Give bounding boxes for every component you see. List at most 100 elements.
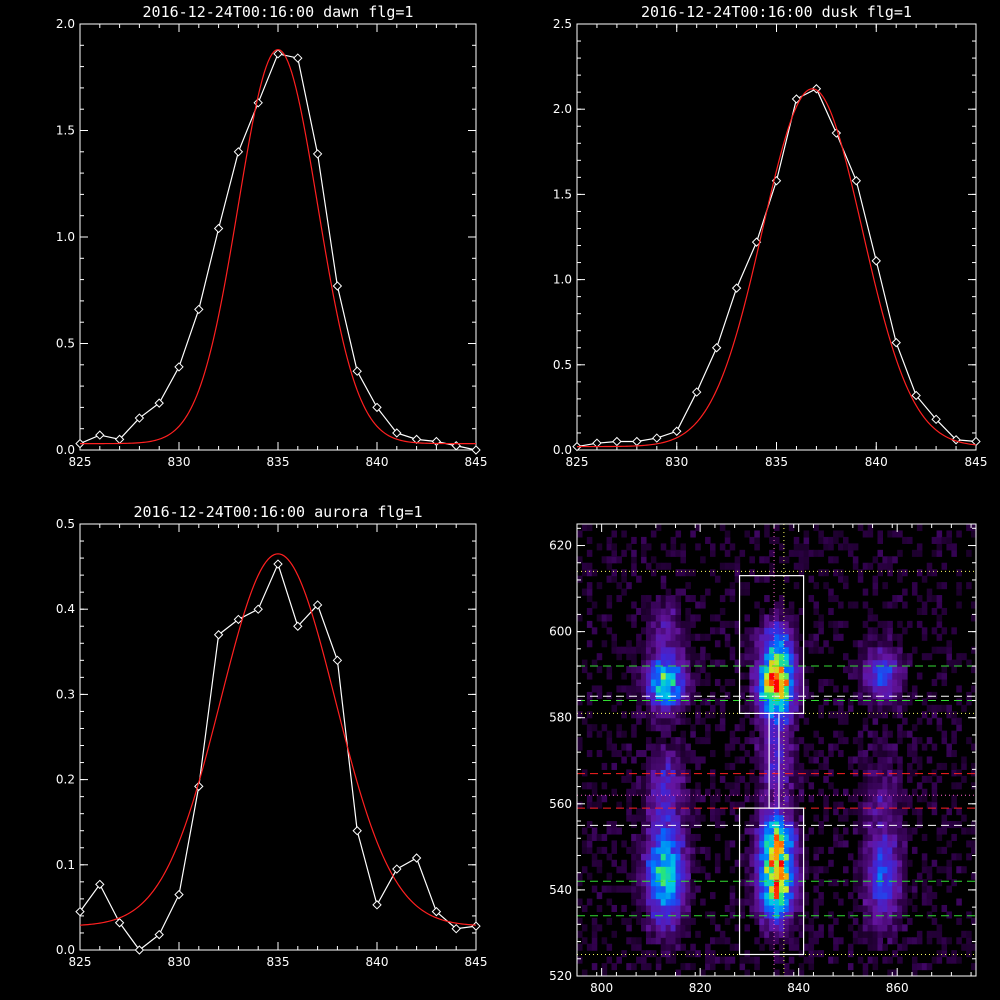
heatmap-cell bbox=[902, 698, 908, 706]
heatmap-cell bbox=[636, 678, 642, 687]
heatmap-cell bbox=[690, 963, 696, 971]
heatmap-cell bbox=[744, 646, 751, 654]
heatmap-cell bbox=[690, 879, 696, 887]
heatmap-cell bbox=[774, 724, 780, 732]
heatmap-cell bbox=[616, 698, 622, 706]
heatmap-cell bbox=[828, 556, 834, 564]
heatmap-cell bbox=[764, 801, 770, 809]
heatmap-cell bbox=[705, 846, 711, 854]
heatmap-cell bbox=[754, 543, 760, 551]
heatmap-cell bbox=[660, 646, 667, 654]
heatmap-cell bbox=[872, 956, 879, 964]
heatmap-cell bbox=[818, 704, 824, 712]
heatmap-cell bbox=[754, 633, 760, 641]
heatmap-cell bbox=[778, 859, 785, 867]
heatmap-cell bbox=[690, 595, 696, 603]
heatmap-cell bbox=[971, 530, 977, 538]
heatmap-cell bbox=[621, 885, 627, 893]
heatmap-cell bbox=[897, 943, 903, 951]
heatmap-cell bbox=[956, 769, 962, 777]
heatmap-cell bbox=[739, 775, 746, 783]
heatmap-cell bbox=[778, 853, 785, 861]
heatmap-cell bbox=[808, 950, 815, 958]
heatmap-cell bbox=[867, 627, 874, 635]
heatmap-cell bbox=[902, 588, 908, 596]
heatmap-cell bbox=[838, 814, 844, 822]
y-tick-label: 2.0 bbox=[56, 17, 75, 31]
heatmap-cell bbox=[887, 924, 893, 932]
heatmap-cell bbox=[867, 672, 874, 680]
heatmap-cell bbox=[621, 685, 627, 693]
heatmap-cell bbox=[774, 659, 780, 667]
heatmap-cell bbox=[695, 737, 701, 745]
heatmap-cell bbox=[862, 562, 869, 570]
heatmap-cell bbox=[714, 788, 721, 796]
heatmap-cell bbox=[611, 859, 618, 867]
heatmap-cell bbox=[601, 614, 608, 622]
heatmap-cell bbox=[867, 756, 874, 764]
heatmap-cell bbox=[611, 556, 618, 564]
heatmap-cell bbox=[705, 653, 711, 661]
heatmap-cell bbox=[665, 833, 672, 841]
heatmap-cell bbox=[966, 659, 972, 667]
heatmap-cell bbox=[660, 575, 667, 583]
heatmap-cell bbox=[793, 653, 800, 661]
heatmap-cell bbox=[655, 917, 662, 925]
heatmap-cell bbox=[823, 640, 829, 648]
heatmap-cell bbox=[670, 911, 677, 919]
heatmap-cell bbox=[641, 866, 647, 874]
heatmap-cell bbox=[641, 840, 647, 848]
heatmap-cell bbox=[769, 795, 775, 803]
heatmap-cell bbox=[690, 691, 696, 699]
heatmap-cell bbox=[695, 950, 701, 958]
heatmap-cell bbox=[764, 885, 770, 893]
heatmap-cell bbox=[778, 833, 785, 841]
heatmap-cell bbox=[857, 762, 864, 770]
heatmap-cell bbox=[660, 659, 667, 667]
heatmap-cell bbox=[971, 821, 977, 829]
heatmap-cell bbox=[867, 524, 874, 532]
heatmap-cell bbox=[818, 846, 824, 854]
heatmap-cell bbox=[931, 930, 938, 938]
heatmap-cell bbox=[636, 646, 642, 654]
heatmap-cell bbox=[971, 743, 977, 751]
heatmap-cell bbox=[665, 756, 672, 764]
heatmap-cell bbox=[892, 769, 898, 777]
heatmap-cell bbox=[892, 595, 898, 603]
heatmap-cell bbox=[670, 672, 677, 680]
heatmap-cell bbox=[670, 711, 677, 719]
heatmap-cell bbox=[685, 717, 691, 725]
heatmap-cell bbox=[754, 782, 760, 790]
heatmap-cell bbox=[734, 627, 741, 635]
y-tick-label: 0.0 bbox=[56, 943, 75, 957]
heatmap-cell bbox=[941, 737, 948, 745]
heatmap-cell bbox=[650, 743, 657, 751]
heatmap-cell bbox=[660, 866, 667, 874]
heatmap-cell bbox=[872, 821, 879, 829]
heatmap-cell bbox=[749, 717, 755, 725]
heatmap-cell bbox=[645, 911, 652, 919]
heatmap-cell bbox=[645, 801, 652, 809]
heatmap-cell bbox=[882, 814, 888, 822]
heatmap-cell bbox=[956, 866, 962, 874]
heatmap-cell bbox=[739, 963, 746, 971]
heatmap-cell bbox=[867, 924, 874, 932]
heatmap-cell bbox=[793, 543, 800, 551]
heatmap-cell bbox=[793, 627, 800, 635]
heatmap-cell bbox=[788, 711, 795, 719]
heatmap-cell bbox=[828, 846, 834, 854]
heatmap-cell bbox=[606, 666, 613, 674]
heatmap-cell bbox=[774, 808, 780, 816]
heatmap-cell bbox=[680, 924, 686, 932]
heatmap-cell bbox=[966, 943, 972, 951]
heatmap-cell bbox=[675, 711, 682, 719]
heatmap-cell bbox=[670, 543, 677, 551]
x-tick-label: 845 bbox=[465, 955, 488, 969]
heatmap-cell bbox=[710, 892, 716, 900]
heatmap-cell bbox=[680, 911, 686, 919]
heatmap-cell bbox=[764, 840, 770, 848]
heatmap-cell bbox=[774, 633, 780, 641]
heatmap-cell bbox=[641, 833, 647, 841]
heatmap-cell bbox=[724, 620, 731, 628]
heatmap-cell bbox=[882, 653, 888, 661]
